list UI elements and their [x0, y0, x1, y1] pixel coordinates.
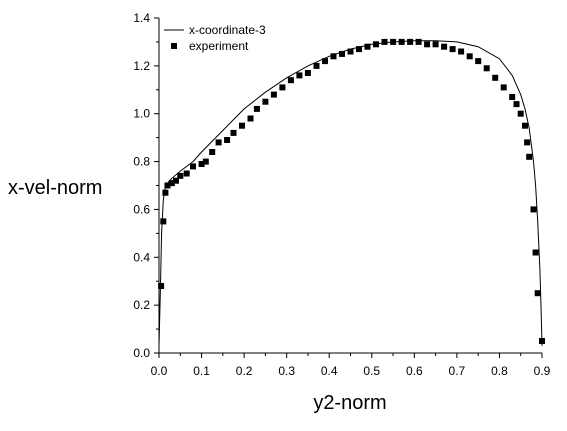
data-point	[230, 129, 237, 136]
data-point	[162, 189, 169, 196]
data-point	[522, 122, 528, 129]
data-point	[466, 53, 473, 60]
data-point	[190, 163, 196, 170]
data-point	[330, 53, 337, 60]
legend-label-line: x-coordinate-3	[189, 23, 266, 37]
data-point	[160, 218, 167, 225]
y-tick-label: 0.6	[133, 202, 150, 216]
data-point	[239, 122, 245, 129]
x-tick-label: 0.1	[193, 364, 210, 378]
data-point	[202, 158, 209, 165]
data-point	[390, 38, 397, 45]
data-point	[262, 98, 269, 105]
data-point	[158, 283, 165, 289]
data-point	[339, 50, 345, 57]
data-point	[534, 290, 541, 297]
data-point	[253, 105, 260, 112]
y-tick-label: 1.2	[133, 59, 150, 73]
x-tick-label: 0.4	[321, 364, 338, 378]
data-point	[168, 180, 175, 187]
data-point	[177, 172, 184, 179]
data-point	[432, 41, 439, 48]
data-point	[313, 62, 320, 69]
data-point	[247, 115, 254, 122]
data-point	[209, 149, 216, 155]
data-point	[398, 38, 405, 45]
x-tick-label: 0.9	[534, 364, 551, 378]
data-point	[270, 91, 277, 98]
data-point	[458, 48, 465, 55]
data-point	[173, 177, 179, 184]
data-point	[279, 84, 286, 91]
data-point	[483, 65, 490, 72]
data-point	[304, 70, 311, 76]
y-ticks: 0.0 0.2 0.4 0.6 0.8 1.0 1.2 1.4	[133, 11, 159, 360]
data-point	[364, 43, 371, 50]
y-tick-label: 1.0	[133, 107, 150, 121]
data-point	[347, 48, 354, 55]
data-point	[322, 58, 328, 65]
data-point	[215, 139, 222, 146]
data-point	[441, 43, 448, 50]
y-tick-label: 1.4	[133, 11, 150, 25]
series-layer	[158, 38, 545, 346]
x-tick-label: 0.5	[363, 364, 380, 378]
x-axis-title: y2-norm	[313, 392, 386, 414]
x-tick-label: 0.2	[236, 364, 253, 378]
data-point	[517, 110, 524, 117]
y-tick-label: 0.4	[133, 250, 150, 264]
data-point	[415, 38, 422, 45]
data-point	[296, 72, 303, 79]
x-ticks: 0.0 0.1 0.2 0.3 0.4 0.5 0.6 0.7 0.8 0.9	[151, 353, 551, 378]
x-tick-label: 0.3	[278, 364, 295, 378]
data-point	[532, 249, 539, 256]
legend-label-markers: experiment	[189, 39, 249, 53]
data-point	[224, 137, 231, 143]
data-point	[524, 139, 531, 146]
x-tick-label: 0.7	[449, 364, 466, 378]
data-point	[526, 153, 533, 160]
data-point	[530, 206, 537, 213]
data-point	[164, 182, 171, 189]
y-tick-label: 0.8	[133, 155, 150, 169]
data-point	[198, 161, 205, 167]
y-axis-title: x-vel-norm	[8, 177, 102, 199]
data-point	[287, 77, 294, 84]
data-point	[183, 170, 190, 177]
data-point	[373, 41, 379, 48]
x-tick-label: 0.6	[406, 364, 423, 378]
legend-marker-swatch	[171, 43, 177, 49]
data-point	[500, 84, 507, 91]
data-point	[424, 41, 431, 48]
data-point	[449, 46, 456, 53]
data-point	[356, 46, 362, 53]
data-point	[492, 74, 499, 81]
data-point	[539, 338, 545, 344]
data-point	[381, 38, 388, 45]
data-point	[407, 38, 414, 45]
data-point	[475, 58, 482, 65]
y-tick-label: 0.2	[133, 298, 150, 312]
legend: x-coordinate-3 experiment	[164, 23, 266, 53]
x-tick-label: 0.0	[151, 364, 168, 378]
x-tick-label: 0.8	[491, 364, 508, 378]
data-point	[509, 94, 516, 100]
data-point	[513, 101, 520, 108]
y-tick-label: 0.0	[133, 346, 150, 360]
series-line	[158, 40, 543, 346]
